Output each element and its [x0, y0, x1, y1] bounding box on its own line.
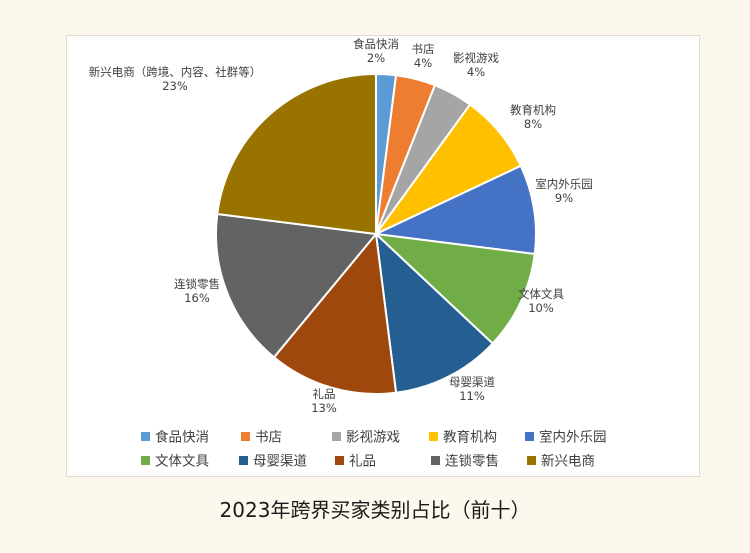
legend-label: 母婴渠道 — [253, 454, 307, 470]
legend-label: 影视游戏 — [346, 430, 400, 446]
pie-slice — [214, 212, 378, 359]
slice-label: 书店 — [412, 42, 435, 56]
slice-value-label: 4% — [467, 65, 485, 79]
legend-swatch — [141, 456, 150, 465]
legend-label: 连锁零售 — [445, 454, 499, 470]
legend-swatch — [335, 456, 344, 465]
legend-swatch — [332, 432, 341, 441]
slice-value-label: 8% — [524, 117, 542, 131]
pie-slice — [374, 231, 495, 394]
slice-value-label: 11% — [459, 389, 485, 403]
chart-caption: 2023年跨界买家类别占比（前十） — [219, 498, 531, 522]
slice-value-label: 4% — [414, 56, 432, 70]
legend-swatch — [525, 432, 534, 441]
chart-frame: 食品快消 2% 书店 4% 影视游戏 4% 教育机构 8% 室内外乐园 9% 文体文具 10% 母婴渠道… — [66, 35, 700, 477]
slice-value-label: 10% — [528, 301, 554, 315]
legend-swatch — [239, 456, 248, 465]
pie-slice — [373, 232, 536, 345]
legend-label: 书店 — [255, 430, 282, 446]
pie-slice — [372, 164, 537, 256]
legend-swatch — [429, 432, 438, 441]
legend-swatch — [431, 456, 440, 465]
legend-label: 新兴电商 — [541, 454, 595, 470]
slice-label: 食品快消 — [353, 37, 399, 51]
pie-slice — [216, 72, 377, 236]
legend-label: 礼品 — [349, 454, 376, 470]
slice-label: 新兴电商（跨境、内容、社群等） — [89, 65, 262, 79]
legend-label: 文体文具 — [155, 454, 209, 470]
legend-swatch — [241, 432, 250, 441]
slice-value-label: 9% — [555, 191, 573, 205]
slice-label: 教育机构 — [510, 103, 556, 117]
legend-label: 食品快消 — [155, 429, 209, 446]
slice-value-label: 23% — [162, 79, 188, 93]
legend-label: 室内外乐园 — [539, 429, 607, 446]
slice-label: 文体文具 — [518, 287, 564, 301]
slice-label: 室内外乐园 — [535, 177, 593, 191]
slice-value-label: 13% — [311, 401, 337, 415]
pie-slice — [272, 231, 398, 396]
legend-label: 教育机构 — [443, 430, 497, 446]
slice-label: 影视游戏 — [453, 51, 499, 65]
slice-value-label: 16% — [184, 291, 210, 305]
legend-swatch — [527, 456, 536, 465]
slice-label: 连锁零售 — [174, 277, 220, 291]
legend-swatch — [141, 432, 150, 441]
slice-value-label: 2% — [367, 51, 385, 65]
slice-label: 礼品 — [313, 387, 336, 401]
slice-label: 母婴渠道 — [449, 375, 495, 389]
